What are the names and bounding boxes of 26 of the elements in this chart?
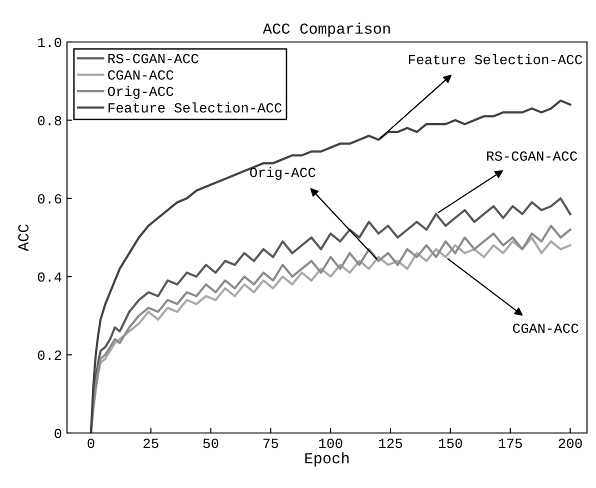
x-tick-label: 50: [203, 438, 218, 448]
legend-label: RS-CGAN-ACC: [108, 54, 198, 64]
legend-label: Feature Selection-ACC: [108, 102, 282, 113]
chart-title: ACC Comparison: [262, 22, 390, 37]
legend-label: CGAN-ACC: [108, 70, 174, 80]
x-tick-label: 150: [438, 438, 462, 448]
y-tick-label: 0: [54, 428, 62, 438]
annotation: RS-CGAN-ACC: [487, 151, 578, 161]
y-tick-label: 1.0: [38, 38, 62, 48]
annotation: Feature Selection-ACC: [408, 54, 582, 64]
y-tick-label: 0.2: [38, 350, 62, 360]
x-tick-label: 0: [88, 438, 94, 448]
x-tick-label: 175: [498, 438, 522, 448]
x-tick-label: 75: [263, 438, 278, 448]
legend-label: Orig-ACC: [108, 86, 174, 99]
y-tick-label: 0.6: [38, 194, 62, 204]
x-tick-label: 200: [558, 438, 582, 448]
annotation: CGAN-ACC: [513, 324, 578, 333]
x-tick-label: 25: [144, 438, 158, 448]
annotation: Orig-ACC: [250, 166, 316, 180]
y-axis-title: ACC: [18, 224, 29, 252]
y-tick-label: 0.8: [38, 116, 62, 126]
x-tick-label: 125: [379, 438, 402, 448]
x-axis-title: Epoch: [305, 452, 349, 466]
y-tick-label: 0.4: [38, 272, 62, 282]
x-tick-label: 100: [319, 438, 342, 448]
